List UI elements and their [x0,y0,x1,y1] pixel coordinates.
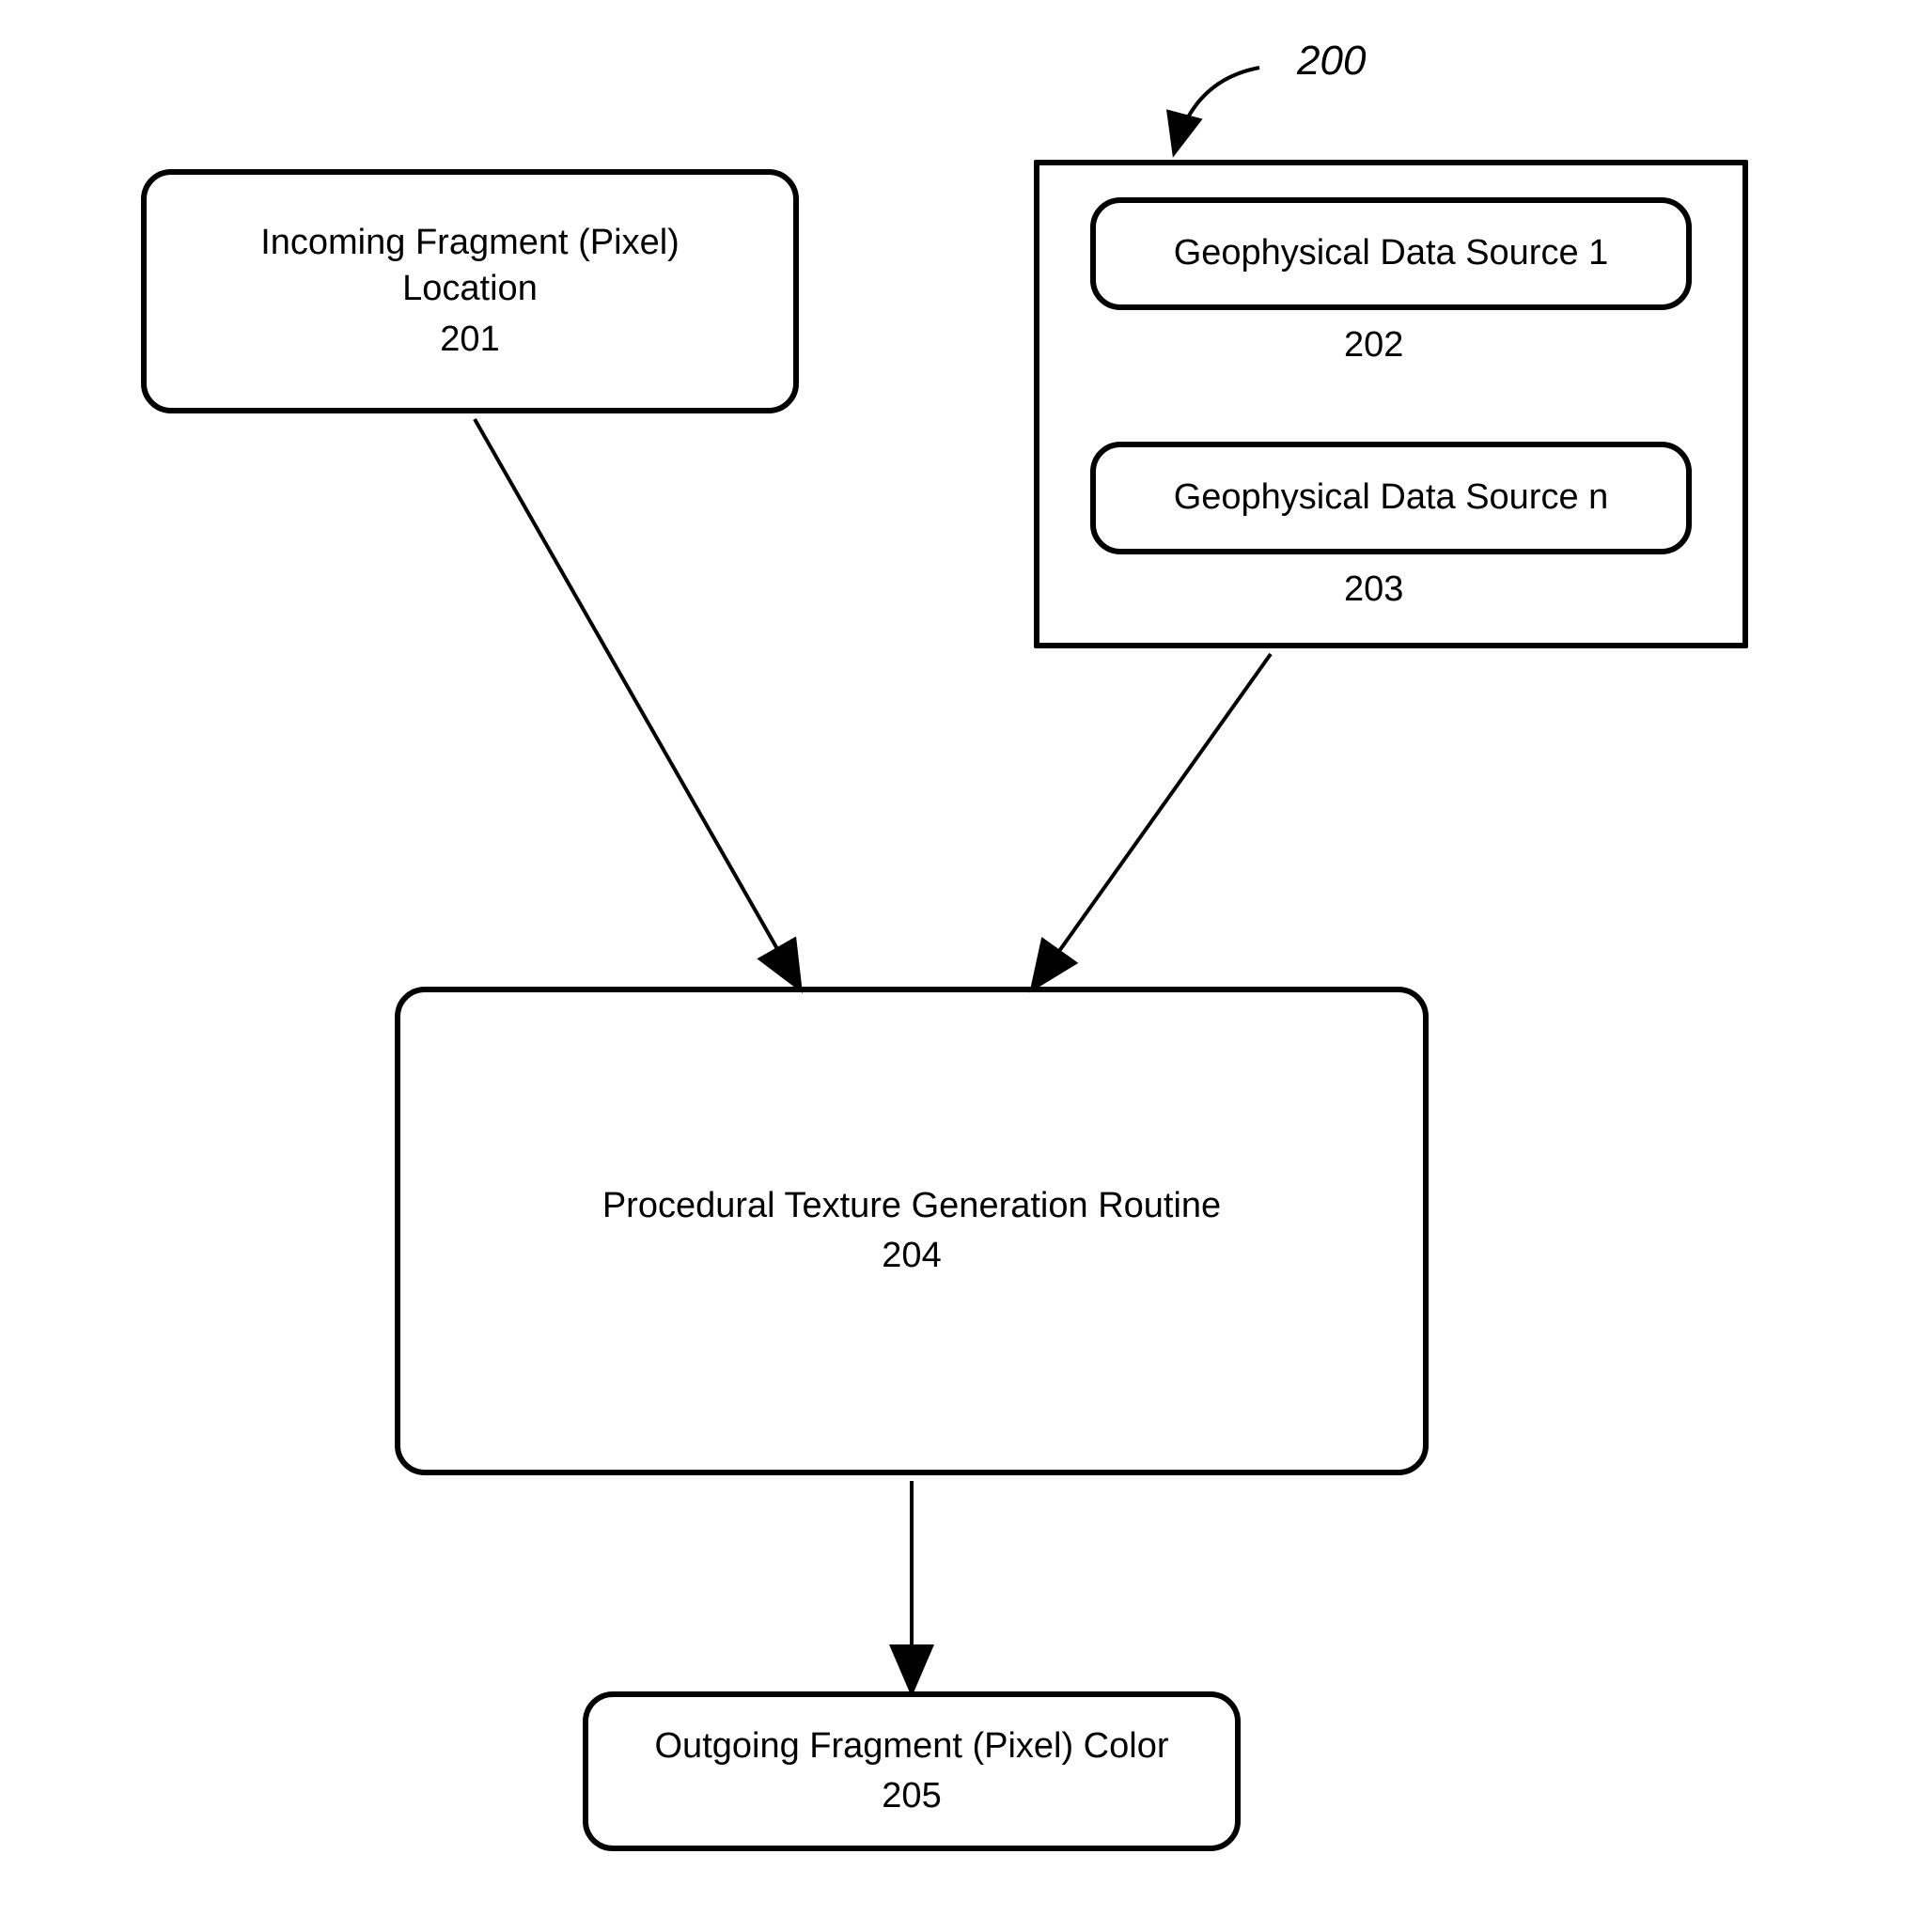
edges-layer [0,0,1922,1932]
edge-sources-to-routine [1034,654,1271,987]
flowchart-canvas: 200 Incoming Fragment (Pixel) Location 2… [0,0,1922,1932]
edge-input-to-routine [475,419,799,987]
